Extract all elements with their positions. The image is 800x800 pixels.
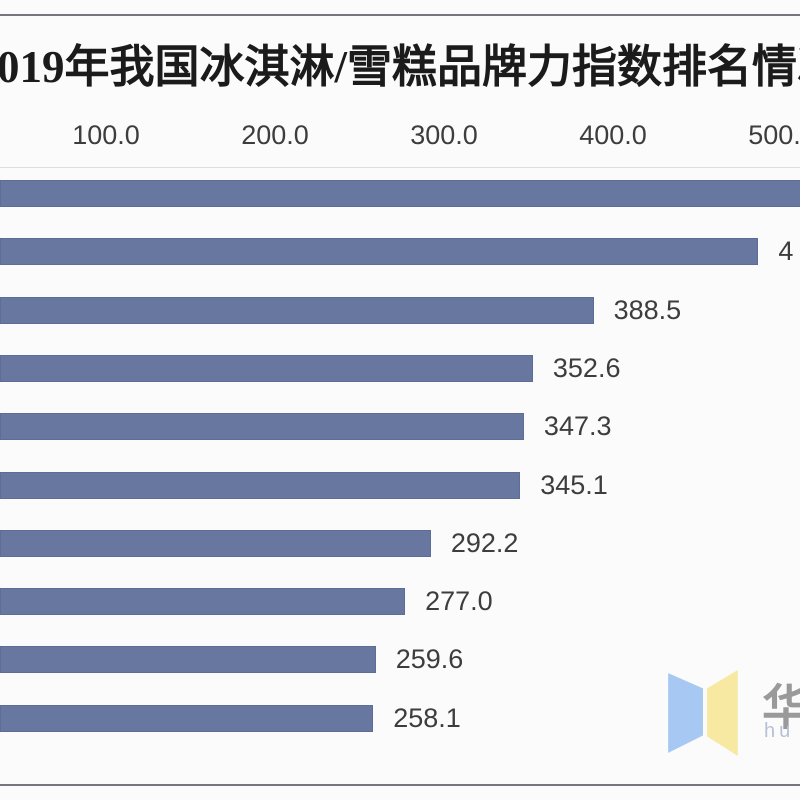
bar — [0, 354, 533, 382]
bar — [0, 296, 594, 324]
huajing-logo-icon — [668, 670, 738, 756]
x-tick-label: 200.0 — [241, 120, 309, 150]
bar — [0, 238, 759, 266]
bar — [0, 413, 524, 441]
x-tick-label: 400.0 — [579, 120, 647, 150]
bar — [0, 588, 406, 616]
watermark-latin-text: hu — [764, 720, 795, 742]
bar — [0, 471, 521, 499]
bar-value-label: 388.5 — [613, 294, 682, 325]
watermark-cn-text: 华 — [762, 682, 800, 735]
bar-value-label: 259.6 — [395, 644, 464, 675]
x-tick-label: 300.0 — [410, 120, 478, 150]
bar-value-label: 345.1 — [540, 469, 608, 500]
frame-line-top — [0, 14, 800, 16]
bar-value-label: 277.0 — [425, 586, 493, 617]
bar — [0, 180, 800, 207]
frame-line-bottom — [0, 784, 800, 786]
bar-value-label: 347.3 — [543, 411, 612, 442]
bar-value-label: 292.2 — [450, 527, 519, 558]
x-tick-label: 100.0 — [72, 120, 140, 150]
x-tick-label: 500.0 — [748, 120, 800, 150]
bar-value-label: 352.6 — [552, 352, 621, 383]
bar — [0, 646, 376, 674]
bar — [0, 704, 374, 732]
bar-value-label: 258.1 — [393, 702, 461, 733]
watermark: 华 hu — [668, 668, 800, 758]
bar — [0, 529, 431, 557]
plot-top-border — [0, 167, 800, 168]
bar-value-label: 4 — [778, 236, 794, 267]
chart-title: 019年我国冰淇淋/雪糕品牌力指数排名情况 — [0, 42, 800, 92]
